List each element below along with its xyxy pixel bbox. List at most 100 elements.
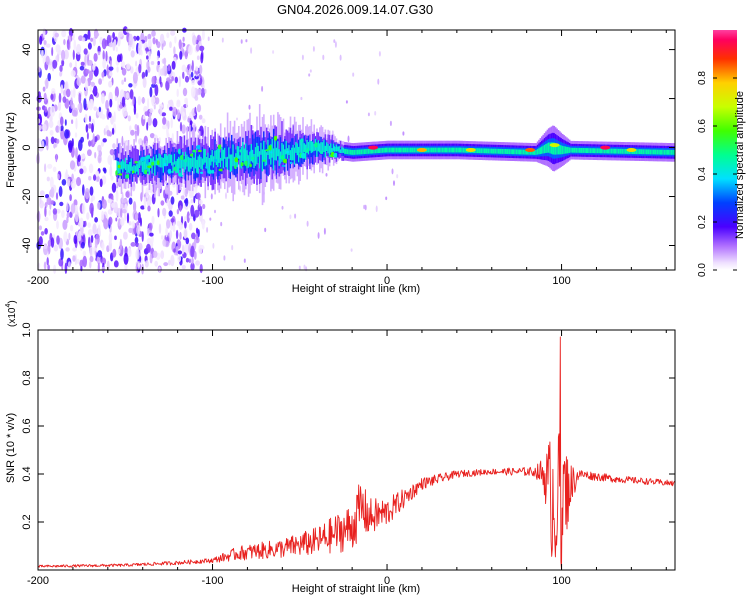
band-blob <box>240 162 244 167</box>
noise-speckle <box>42 244 48 249</box>
noise-speckle <box>72 247 77 252</box>
noise-speckle <box>135 242 140 248</box>
noise-speckle <box>181 264 186 270</box>
band-cell <box>327 143 329 154</box>
band-cell <box>238 146 240 159</box>
noise-speckle <box>94 32 100 37</box>
noise-speckle <box>170 218 175 223</box>
noise-speckle <box>142 77 147 89</box>
noise-speckle <box>93 174 97 181</box>
band-cell <box>323 139 325 152</box>
noise-speckle <box>109 98 113 108</box>
noise-speckle <box>121 96 126 108</box>
band-cell <box>172 147 174 175</box>
noise-speckle <box>52 166 57 173</box>
noise-speckle <box>69 224 74 232</box>
noise-speckle <box>120 61 126 68</box>
band-cell <box>383 147 385 153</box>
noise-speckle <box>123 253 129 265</box>
noise-speckle <box>127 115 131 122</box>
noise-speckle <box>181 64 186 72</box>
band-blob <box>314 142 319 148</box>
band-cell <box>554 143 557 155</box>
band-hot-spot <box>368 145 379 150</box>
band-cell <box>514 149 516 155</box>
band-cell <box>379 148 381 153</box>
noise-speckle <box>200 52 204 64</box>
band-cell <box>475 148 477 153</box>
noise-speckle <box>40 231 45 236</box>
band-cell <box>486 148 489 154</box>
noise-speckle <box>106 64 109 76</box>
noise-speckle <box>112 248 117 258</box>
y-tick-label: 0.8 <box>21 370 33 385</box>
noise-speckle <box>176 100 181 108</box>
noise-speckle <box>161 42 164 51</box>
band-cell <box>321 142 324 152</box>
noise-speckle <box>168 210 173 217</box>
noise-speckle <box>136 225 141 236</box>
band-cell <box>460 147 462 153</box>
noise-speckle <box>333 39 336 43</box>
noise-speckle <box>221 37 224 43</box>
band-cell <box>592 148 595 154</box>
noise-speckle <box>345 100 348 104</box>
band-cell <box>229 154 232 173</box>
noise-speckle <box>167 120 170 130</box>
band-cell <box>123 162 126 179</box>
noise-speckle <box>101 114 106 120</box>
band-cell <box>602 148 604 154</box>
noise-speckle <box>94 217 98 223</box>
band-cell <box>412 147 415 153</box>
band-cell <box>401 147 403 153</box>
noise-speckle <box>182 186 185 199</box>
noise-speckle <box>98 106 101 113</box>
noise-speckle <box>125 191 130 198</box>
band-cell <box>366 149 368 154</box>
band-cell <box>393 147 395 153</box>
noise-speckle <box>126 212 130 224</box>
noise-speckle <box>190 199 194 204</box>
noise-speckle <box>121 68 127 76</box>
band-cell <box>233 156 236 167</box>
y-tick-label: 0.6 <box>21 418 33 433</box>
band-cell <box>218 153 221 176</box>
noise-speckle <box>50 186 55 199</box>
noise-speckle <box>147 66 151 73</box>
noise-speckle <box>51 88 56 95</box>
band-cell <box>258 137 261 165</box>
noise-speckle <box>178 39 182 50</box>
noise-speckle <box>146 55 149 60</box>
noise-speckle <box>73 86 76 99</box>
noise-speckle <box>41 140 45 151</box>
noise-speckle <box>128 221 132 226</box>
noise-speckle <box>55 44 61 53</box>
band-cell <box>249 151 251 166</box>
noise-speckle <box>45 55 50 66</box>
noise-speckle <box>140 217 142 227</box>
noise-speckle <box>80 153 86 160</box>
noise-speckle <box>44 106 48 113</box>
band-cell <box>411 147 413 153</box>
band-cell <box>595 148 597 154</box>
noise-speckle <box>115 189 119 202</box>
noise-speckle <box>185 237 190 245</box>
noise-speckle <box>137 43 142 56</box>
noise-speckle <box>196 55 200 61</box>
band-cell <box>524 149 526 155</box>
noise-speckle <box>156 55 159 61</box>
noise-speckle <box>108 209 112 215</box>
band-cell <box>580 148 582 153</box>
noise-speckle <box>179 50 183 60</box>
noise-speckle <box>129 125 132 132</box>
band-blob <box>301 152 307 159</box>
noise-speckle <box>100 141 105 147</box>
band-cell <box>328 145 331 155</box>
band-cell <box>539 147 542 155</box>
band-cell <box>172 162 174 173</box>
noise-speckle <box>72 255 76 262</box>
band-cell <box>645 149 648 155</box>
noise-speckle <box>191 79 196 86</box>
noise-speckle <box>84 187 90 200</box>
svg-text:(x104): (x104) <box>5 300 18 327</box>
